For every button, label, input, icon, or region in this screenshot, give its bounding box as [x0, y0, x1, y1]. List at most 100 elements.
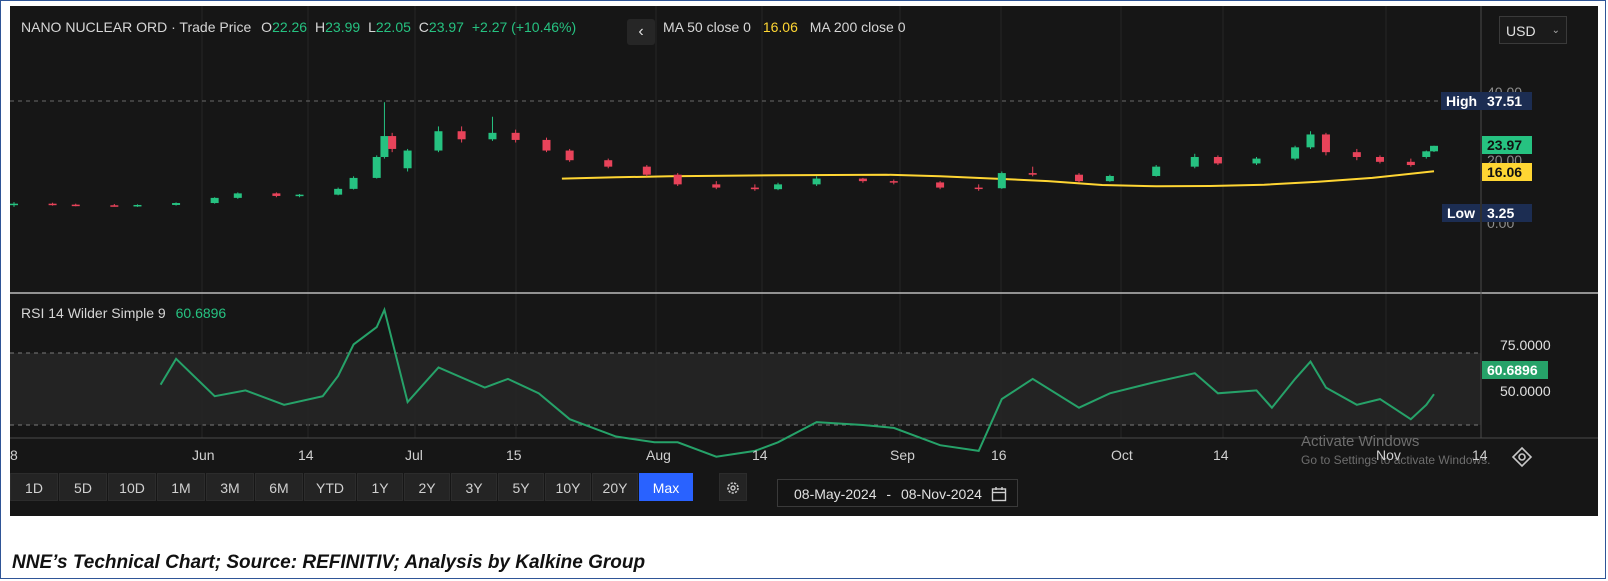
candle-body — [372, 156, 381, 178]
candle-body — [295, 194, 304, 197]
candle-body — [1190, 156, 1199, 167]
currency-select[interactable]: USD ⌄ — [1499, 16, 1567, 44]
candle-body — [380, 136, 389, 157]
candle-body — [997, 173, 1006, 189]
rsi-tick-75: 75.0000 — [1500, 337, 1551, 353]
candle-body — [1352, 152, 1361, 157]
calendar-icon[interactable] — [991, 486, 1007, 502]
date-range-picker[interactable]: 08-May-2024 - 08-Nov-2024 — [777, 479, 1018, 507]
high-value: 23.99 — [325, 19, 361, 35]
ma50-line — [561, 170, 1435, 188]
candle-body — [1028, 173, 1037, 175]
open-label: O — [261, 19, 273, 35]
range-button-10d[interactable]: 10D — [108, 473, 156, 501]
date-start[interactable]: 08-May-2024 — [794, 486, 877, 502]
gear-icon — [727, 482, 739, 494]
range-button-5d[interactable]: 5D — [59, 473, 107, 501]
x-axis-label: Nov — [1376, 447, 1401, 463]
ma-value-badge: 16.06 — [1482, 163, 1532, 181]
x-axis-label: Sep — [890, 447, 915, 463]
rsi-layer — [159, 306, 1435, 458]
candle-body — [774, 184, 783, 190]
range-button-3y[interactable]: 3Y — [451, 473, 497, 501]
candle-body — [1291, 147, 1300, 159]
range-button-5y[interactable]: 5Y — [498, 473, 544, 501]
symbol-label[interactable]: NANO NUCLEAR ORD · Trade Price — [21, 19, 252, 35]
candle-body — [1430, 145, 1438, 152]
ma50-label[interactable]: MA 50 close 0 — [663, 19, 751, 35]
range-button-1d[interactable]: 1D — [10, 473, 58, 501]
candle-body — [1213, 156, 1222, 164]
ma200-label[interactable]: MA 200 close 0 — [809, 19, 906, 35]
candle-body — [488, 132, 497, 140]
high-badge-label: High — [1441, 92, 1483, 110]
candle-body — [1375, 156, 1384, 162]
candle-body — [434, 131, 443, 151]
candle-body — [1152, 166, 1161, 176]
rsi-tick-50: 50.0000 — [1500, 383, 1551, 399]
high-label: H — [315, 19, 326, 35]
collapse-legend-button[interactable]: ‹ — [627, 19, 655, 45]
x-axis-label: Jul — [405, 447, 423, 463]
candle-body — [1306, 134, 1315, 148]
chevron-left-icon: ‹ — [638, 23, 644, 40]
x-axis-label: 14 — [1213, 447, 1229, 463]
chart-canvas[interactable]: 40.00 20.00 0.00 Activate Windows Go to … — [10, 6, 1598, 516]
watermark-title: Activate Windows — [1301, 433, 1419, 450]
ma-layer — [561, 170, 1435, 188]
sync-icon-button[interactable] — [1511, 446, 1533, 468]
candle-body — [349, 177, 358, 189]
date-end[interactable]: 08-Nov-2024 — [900, 486, 982, 502]
x-axis-label: 14 — [298, 447, 314, 463]
chart-header: NANO NUCLEAR ORD · Trade Price O22.26 H2… — [21, 19, 576, 35]
rsi-label[interactable]: RSI 14 Wilder Simple 9 — [21, 305, 166, 321]
candle-body — [272, 193, 281, 196]
candle-body — [210, 197, 219, 204]
range-button-3m[interactable]: 3M — [206, 473, 254, 501]
candle-body — [511, 132, 520, 140]
close-label: C — [418, 19, 429, 35]
candle-body — [334, 188, 343, 195]
candle-body — [172, 203, 181, 205]
low-badge-value: 3.25 — [1482, 204, 1532, 222]
candle-body — [1252, 158, 1261, 164]
low-value: 22.05 — [375, 19, 411, 35]
candle-body — [1406, 161, 1415, 166]
range-button-1m[interactable]: 1M — [157, 473, 205, 501]
range-button-ytd[interactable]: YTD — [304, 473, 356, 501]
candle-body — [403, 150, 412, 169]
range-button-1y[interactable]: 1Y — [357, 473, 403, 501]
candle-body — [1105, 175, 1114, 182]
rsi-value: 60.6896 — [175, 305, 227, 321]
x-axis-label: 14 — [752, 447, 768, 463]
change-value: +2.27 (+10.46%) — [471, 19, 577, 35]
candle-body — [673, 174, 682, 185]
rsi-value-badge: 60.6896 — [1482, 361, 1548, 379]
last-price-badge: 23.97 — [1482, 136, 1532, 154]
range-button-2y[interactable]: 2Y — [404, 473, 450, 501]
close-value: 23.97 — [428, 19, 464, 35]
candle-body — [457, 131, 466, 140]
x-axis-label: Oct — [1111, 447, 1133, 463]
range-button-6m[interactable]: 6M — [255, 473, 303, 501]
currency-value: USD — [1506, 23, 1536, 39]
low-label: L — [368, 19, 376, 35]
candle-body — [133, 204, 142, 207]
range-button-10y[interactable]: 10Y — [545, 473, 591, 501]
figure-caption: NNE’s Technical Chart; Source: REFINITIV… — [12, 552, 646, 573]
chart-panel: 40.00 20.00 0.00 Activate Windows Go to … — [10, 6, 1598, 516]
open-value: 22.26 — [272, 19, 308, 35]
candle-body — [936, 182, 945, 188]
candle-body — [858, 178, 867, 182]
ma50-value: 16.06 — [762, 19, 798, 35]
chart-settings-button[interactable] — [719, 473, 747, 501]
x-axis-label: Aug — [646, 447, 671, 463]
candle-body — [889, 181, 898, 183]
range-button-20y[interactable]: 20Y — [592, 473, 638, 501]
candle-body — [565, 150, 574, 161]
candle-body — [604, 160, 613, 167]
candle-body — [10, 203, 18, 206]
date-separator: - — [886, 486, 892, 502]
range-button-max[interactable]: Max — [639, 473, 693, 501]
